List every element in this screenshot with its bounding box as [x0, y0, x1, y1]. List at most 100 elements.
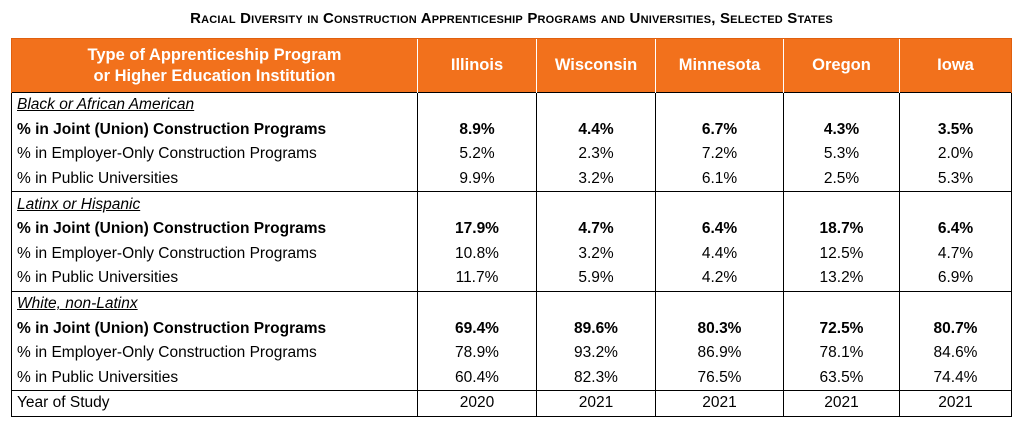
table-cell: 93.2%: [536, 340, 656, 366]
header-state-oregon: Oregon: [783, 38, 900, 93]
table-cell: 4.3%: [783, 117, 900, 143]
table-cell: 18.7%: [783, 216, 900, 242]
table-cell: 9.9%: [417, 166, 537, 192]
table-cell: 6.1%: [655, 166, 784, 192]
table-row: % in Employer-Only Construction Programs…: [11, 340, 1012, 366]
table-cell: 4.2%: [655, 266, 784, 292]
table-body: Black or African American % in Joint (Un…: [11, 91, 1012, 417]
table-cell: 4.4%: [536, 117, 656, 143]
table-cell: 2021: [783, 390, 900, 417]
table-row: % in Public Universities 11.7% 5.9% 4.2%…: [11, 266, 1012, 292]
table-row: % in Public Universities 9.9% 3.2% 6.1% …: [11, 166, 1012, 192]
diversity-table: Type of Apprenticeship Program or Higher…: [11, 38, 1012, 417]
table-cell: 17.9%: [417, 216, 537, 242]
header-state-illinois: Illinois: [417, 38, 537, 93]
row-label: % in Public Universities: [11, 166, 418, 192]
table-cell: 2020: [417, 390, 537, 417]
table-cell: 2.0%: [899, 142, 1012, 167]
empty-cell: [655, 290, 784, 317]
table-row: % in Employer-Only Construction Programs…: [11, 241, 1012, 267]
table-cell: 5.3%: [899, 166, 1012, 192]
header-state-minnesota: Minnesota: [655, 38, 784, 93]
table-cell: 2021: [655, 390, 784, 417]
year-of-study-row: Year of Study 2020 2021 2021 2021 2021: [11, 390, 1012, 417]
table-row: % in Joint (Union) Construction Programs…: [11, 216, 1012, 242]
table-cell: 80.3%: [655, 316, 784, 341]
table-cell: 63.5%: [783, 365, 900, 391]
table-cell: 86.9%: [655, 340, 784, 366]
table-cell: 6.4%: [655, 216, 784, 242]
group-heading-row: Latinx or Hispanic: [11, 191, 1012, 217]
table-cell: 69.4%: [417, 316, 537, 341]
table-cell: 6.7%: [655, 117, 784, 143]
table-cell: 2.5%: [783, 166, 900, 192]
group-heading-white: White, non-Latinx: [11, 290, 418, 317]
table-cell: 2021: [536, 390, 656, 417]
table-cell: 6.9%: [899, 266, 1012, 292]
group-heading-row: Black or African American: [11, 91, 1012, 118]
table-cell: 78.1%: [783, 340, 900, 366]
empty-cell: [655, 191, 784, 217]
table-cell: 6.4%: [899, 216, 1012, 242]
group-heading-row: White, non-Latinx: [11, 290, 1012, 317]
table-cell: 4.7%: [536, 216, 656, 242]
table-title: Racial Diversity in Construction Apprent…: [190, 10, 833, 27]
row-label: Year of Study: [11, 390, 418, 417]
empty-cell: [417, 290, 537, 317]
row-label: % in Public Universities: [11, 365, 418, 391]
table-cell: 13.2%: [783, 266, 900, 292]
row-label: % in Employer-Only Construction Programs: [11, 142, 418, 167]
group-heading-latinx: Latinx or Hispanic: [11, 191, 418, 217]
table-row: % in Employer-Only Construction Programs…: [11, 142, 1012, 167]
row-label: % in Joint (Union) Construction Programs: [11, 216, 418, 242]
table-cell: 5.2%: [417, 142, 537, 167]
table-cell: 78.9%: [417, 340, 537, 366]
table-cell: 82.3%: [536, 365, 656, 391]
row-label: % in Joint (Union) Construction Programs: [11, 316, 418, 341]
table-row: % in Joint (Union) Construction Programs…: [11, 117, 1012, 143]
row-label: % in Employer-Only Construction Programs: [11, 241, 418, 267]
row-label: % in Public Universities: [11, 266, 418, 292]
table-cell: 11.7%: [417, 266, 537, 292]
header-state-wisconsin: Wisconsin: [536, 38, 656, 93]
table-cell: 60.4%: [417, 365, 537, 391]
table-cell: 8.9%: [417, 117, 537, 143]
empty-cell: [655, 91, 784, 118]
table-cell: 5.9%: [536, 266, 656, 292]
empty-cell: [417, 191, 537, 217]
row-label: % in Joint (Union) Construction Programs: [11, 117, 418, 143]
empty-cell: [899, 191, 1012, 217]
table-cell: 4.4%: [655, 241, 784, 267]
header-state-iowa: Iowa: [899, 38, 1012, 93]
table-cell: 80.7%: [899, 316, 1012, 341]
table-row: % in Public Universities 60.4% 82.3% 76.…: [11, 365, 1012, 391]
table-cell: 3.2%: [536, 166, 656, 192]
table-cell: 74.4%: [899, 365, 1012, 391]
table-cell: 12.5%: [783, 241, 900, 267]
empty-cell: [536, 290, 656, 317]
table-cell: 4.7%: [899, 241, 1012, 267]
table-row: % in Joint (Union) Construction Programs…: [11, 316, 1012, 341]
row-label: % in Employer-Only Construction Programs: [11, 340, 418, 366]
empty-cell: [783, 191, 900, 217]
table-cell: 5.3%: [783, 142, 900, 167]
table-cell: 76.5%: [655, 365, 784, 391]
header-type-line2: or Higher Education Institution: [93, 66, 336, 85]
table-cell: 2.3%: [536, 142, 656, 167]
table-cell: 3.5%: [899, 117, 1012, 143]
table-cell: 72.5%: [783, 316, 900, 341]
header-type-line1: Type of Apprenticeship Program: [87, 45, 342, 64]
empty-cell: [783, 91, 900, 118]
table-cell: 84.6%: [899, 340, 1012, 366]
empty-cell: [899, 91, 1012, 118]
empty-cell: [783, 290, 900, 317]
header-type-column: Type of Apprenticeship Program or Higher…: [11, 38, 418, 93]
table-cell: 10.8%: [417, 241, 537, 267]
empty-cell: [536, 91, 656, 118]
empty-cell: [899, 290, 1012, 317]
table-cell: 7.2%: [655, 142, 784, 167]
table-cell: 3.2%: [536, 241, 656, 267]
group-heading-black: Black or African American: [11, 91, 418, 118]
table-cell: 2021: [899, 390, 1012, 417]
table-cell: 89.6%: [536, 316, 656, 341]
